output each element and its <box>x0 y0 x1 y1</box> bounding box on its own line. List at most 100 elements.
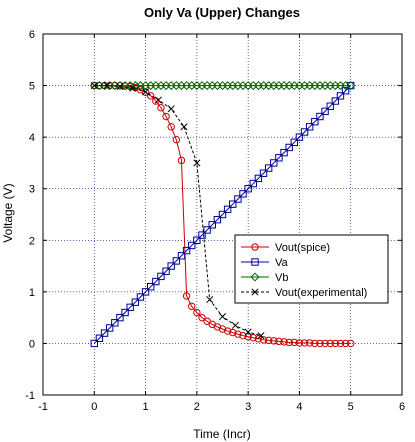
data-point-va <box>264 164 273 172</box>
data-point-vout-spice <box>347 339 355 348</box>
data-point-vout-spice <box>249 334 257 342</box>
y-tick-label: 3 <box>29 184 35 196</box>
data-point-vout-experimental <box>116 83 124 91</box>
data-point-va <box>249 179 257 188</box>
data-point-vout-experimental <box>167 105 175 113</box>
data-point-vout-spice <box>218 325 227 333</box>
x-tick-label: -1 <box>38 401 48 413</box>
data-point-vout-spice <box>213 323 222 331</box>
legend-label: Vout(spice) <box>275 242 330 254</box>
y-tick-label: 0 <box>29 338 35 350</box>
y-tick-label: 2 <box>29 235 35 247</box>
data-point-vout-spice <box>311 339 319 348</box>
data-point-vout-spice <box>244 333 252 341</box>
data-point-vout-spice <box>300 339 309 347</box>
y-tick-label: 6 <box>29 29 35 41</box>
data-point-vout-spice <box>188 302 196 310</box>
data-point-va <box>162 267 170 275</box>
data-point-va <box>336 92 345 100</box>
x-axis-label: Time (Incr) <box>193 427 251 441</box>
legend-marker <box>251 258 259 266</box>
data-point-vout-spice <box>157 104 165 112</box>
plot-area: -1 0 1 2 3 4 5 6 -1 0 1 2 3 4 5 6 Vout(spice) Va Vb Vout(ex… <box>25 29 405 413</box>
legend-marker <box>251 243 259 251</box>
data-point-vout-spice <box>162 112 170 121</box>
y-tick-label: 1 <box>29 287 35 299</box>
data-point-vout-experimental <box>218 313 227 321</box>
data-point-va <box>136 293 145 301</box>
data-point-va <box>152 277 160 286</box>
data-point-va <box>305 123 314 131</box>
data-point-va <box>239 190 247 198</box>
data-point-vout-spice <box>259 336 268 344</box>
data-point-va <box>147 283 155 291</box>
data-point-va <box>177 252 186 260</box>
data-point-vout-experimental <box>193 159 201 167</box>
data-point-vout-spice <box>295 339 304 347</box>
data-point-va <box>295 133 304 141</box>
data-point-va <box>341 87 350 95</box>
data-point-vout-spice <box>336 339 345 348</box>
data-point-va <box>259 169 268 177</box>
data-point-va <box>234 195 242 203</box>
data-point-vout-experimental <box>180 123 188 131</box>
data-point-va <box>116 313 124 322</box>
data-point-vout-spice <box>147 92 155 100</box>
data-point-vout-experimental <box>257 332 265 340</box>
data-point-va <box>100 329 109 337</box>
data-point-va <box>131 298 140 306</box>
data-point-vout-spice <box>275 337 283 346</box>
data-point-va <box>270 159 278 167</box>
data-point-va <box>193 236 201 244</box>
data-point-vout-experimental <box>154 96 162 104</box>
x-tick-label: 3 <box>245 401 251 413</box>
chart-title: Only Va (Upper) Changes <box>144 5 300 20</box>
data-point-va <box>188 241 196 250</box>
data-point-vout-spice <box>326 339 334 348</box>
data-point-vout-spice <box>167 123 175 131</box>
data-point-vout-spice <box>264 336 273 345</box>
x-tick-label: 5 <box>348 401 354 413</box>
data-point-vout-spice <box>270 337 278 345</box>
data-point-vout-spice <box>239 331 247 340</box>
data-point-va <box>331 97 340 105</box>
data-point-vout-spice <box>172 136 181 144</box>
series-line-vout-experimental <box>94 85 262 337</box>
legend-marker <box>250 272 260 282</box>
legend-label: Va <box>275 257 289 269</box>
y-tick-label: 4 <box>29 132 35 144</box>
data-point-vout-spice <box>182 292 191 300</box>
data-point-vout-experimental <box>129 84 137 92</box>
data-point-vout-spice <box>341 339 350 348</box>
data-point-va <box>275 154 283 162</box>
y-tick-label: 5 <box>29 81 35 93</box>
data-point-vout-spice <box>254 335 263 343</box>
data-point-vout-spice <box>331 339 340 348</box>
data-point-va <box>90 339 98 348</box>
data-point-vout-spice <box>229 328 237 337</box>
data-point-va <box>285 143 293 152</box>
data-point-vout-experimental <box>103 82 111 90</box>
data-point-va <box>223 205 232 214</box>
legend-label: Vb <box>275 272 288 284</box>
x-tick-label: 2 <box>194 401 200 413</box>
data-point-vout-spice <box>193 308 201 317</box>
y-tick-label: -1 <box>25 390 35 402</box>
data-point-vout-spice <box>305 339 314 347</box>
data-point-vout-spice <box>198 313 206 322</box>
x-tick-label: 1 <box>143 401 149 413</box>
x-tick-label: 0 <box>91 401 97 413</box>
data-point-va <box>198 231 206 239</box>
data-point-va <box>244 185 252 193</box>
x-tick-label: 6 <box>399 401 405 413</box>
data-point-va <box>182 246 191 255</box>
legend-box <box>234 234 389 304</box>
data-point-vout-spice <box>177 156 186 165</box>
data-point-va <box>111 319 119 327</box>
y-axis-label: Voltage (V) <box>1 183 15 242</box>
x-tick-label: 4 <box>296 401 302 413</box>
data-point-vout-spice <box>316 339 324 348</box>
data-point-va <box>167 262 175 270</box>
